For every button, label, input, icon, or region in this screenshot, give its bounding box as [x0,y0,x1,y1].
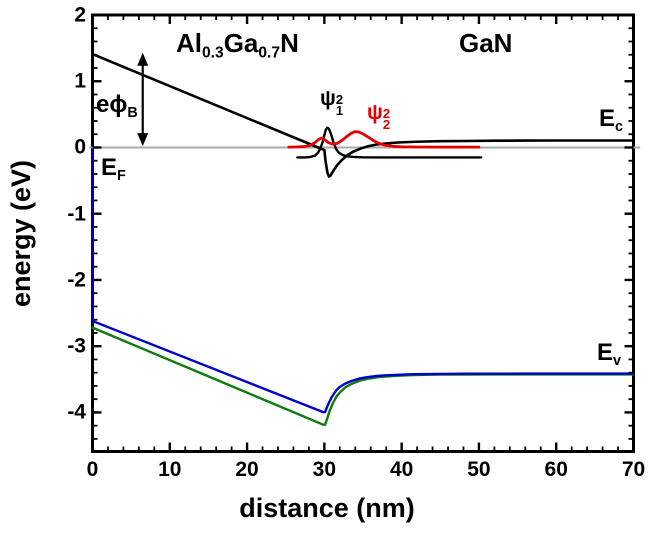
psi1-sub: 1 [335,103,344,118]
conduction-band-label: Ec [599,105,624,136]
x-tick-label: 50 [467,458,491,481]
x-tick-label: 60 [544,458,568,481]
fermi-level-label: EF [101,154,126,185]
psi2-sup: 2 [382,106,391,121]
y-tick-label: 1 [74,69,86,93]
phi-symbol: ϕ [109,91,128,118]
psi1-sup: 2 [335,92,344,107]
series-valence-band-blue [91,148,635,414]
psi2-base: ψ [367,101,383,124]
y-tick-label: -3 [67,334,86,358]
barrier-arrow-head-bottom [137,133,149,147]
barrier-sub: B [127,105,138,122]
psi1-base: ψ [320,87,336,110]
region-label-algan: Al0.3Ga0.7N [176,30,299,61]
x-tick-label: 30 [312,458,337,481]
valence-base: E [597,339,614,366]
series-conduction-band [91,52,635,178]
x-tick-label: 40 [389,458,414,481]
barrier-height-label: eϕB [96,91,138,122]
y-tick-label: -4 [67,400,86,424]
y-tick-label: -2 [67,268,86,292]
x-tick-label: 70 [621,458,646,481]
x-tick-label: 0 [86,458,99,481]
x-axis-title: distance (nm) [239,493,415,523]
barrier-arrow-head-top [137,52,149,66]
region-label-gan: GaN [459,28,513,58]
series-psi1-squared [296,126,483,159]
psi2-sub: 2 [382,117,391,132]
algan-pre: Al [176,28,202,58]
algan-mid: Ga [223,28,259,58]
fermi-base: E [101,154,118,181]
y-tick-label: 0 [74,135,86,159]
conduction-sub: c [615,119,624,136]
algan-post: N [280,28,299,58]
barrier-e: e [96,91,110,118]
algan-sub2: 0.7 [258,44,281,62]
x-tick-label: 10 [158,458,182,481]
x-tick-label: 20 [235,458,259,481]
plot-frame [91,13,635,453]
valence-sub: v [613,353,622,370]
fermi-sub: F [117,168,126,185]
series-psi2-squared [287,130,481,149]
valence-band-label: Ev [597,339,622,370]
conduction-base: E [599,105,616,132]
algan-sub1: 0.3 [202,44,224,62]
y-tick-label: -1 [67,202,86,226]
series-valence-band-green [91,326,635,426]
y-tick-label: 2 [74,3,86,27]
